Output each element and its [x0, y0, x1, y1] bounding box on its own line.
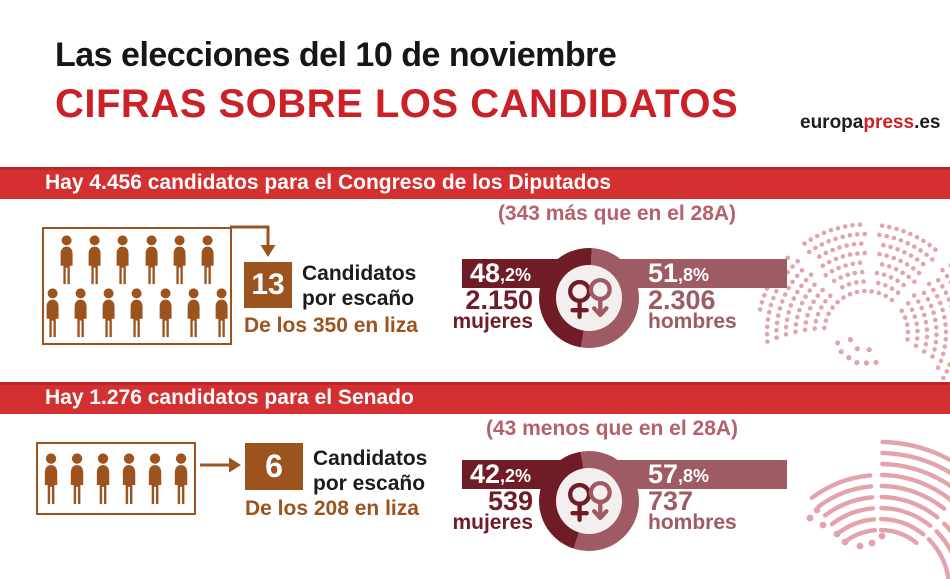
- person-icon: [159, 287, 172, 337]
- page-title: Las elecciones del 10 de noviembre: [55, 36, 617, 74]
- gender-symbols: [568, 277, 612, 319]
- per-seat-label-senado: Candidatos por escaño: [313, 447, 428, 495]
- person-icon: [175, 452, 188, 504]
- person-icon: [122, 452, 136, 504]
- per-seat-label-congreso: Candidatos por escaño: [302, 262, 417, 310]
- person-icon: [131, 287, 143, 337]
- candidates-pictogram-senado: [36, 442, 196, 515]
- per-seat-sublabel-congreso: De los 350 en liza: [244, 314, 418, 337]
- per-seat-number-congreso: 13: [244, 262, 292, 308]
- donut-hole: [556, 265, 622, 331]
- male-gender-arrow-down-icon: [588, 277, 612, 318]
- men-label-congreso: hombres: [648, 310, 737, 333]
- person-icon: [44, 452, 57, 504]
- person-icon: [148, 452, 162, 504]
- men-label-senado: hombres: [648, 511, 737, 534]
- male-gender-arrow-down-icon: [588, 480, 612, 521]
- section-bar-senado: Hay 1.276 candidatos para el Senado: [0, 382, 950, 414]
- senate-hemicycle-icon: [806, 439, 950, 579]
- gender-donut-congreso: [539, 248, 639, 348]
- person-icon: [215, 287, 228, 337]
- logo-part-europa: europa: [800, 112, 864, 133]
- women-percent-int: 42: [470, 459, 501, 489]
- men-percent-int: 51: [648, 258, 679, 288]
- person-icon: [96, 452, 110, 504]
- donut-hole: [556, 468, 622, 534]
- europapress-logo: europapress.es: [800, 112, 940, 134]
- logo-part-es: .es: [914, 112, 941, 133]
- gender-donut-senado: [539, 451, 639, 551]
- pictogram-row: [55, 234, 219, 285]
- flow-arrow-icon: [200, 457, 241, 473]
- pictogram-row: [41, 287, 233, 338]
- women-count-senado: 539: [487, 486, 533, 516]
- men-percent-int: 57: [648, 459, 679, 489]
- men-count-congreso: 2.306: [648, 285, 716, 315]
- women-count-congreso: 2.150: [465, 285, 533, 315]
- section-bar-congreso: Hay 4.456 candidatos para el Congreso de…: [0, 167, 950, 199]
- section-bar-senado-title: Hay 1.276 candidatos para el Senado: [45, 386, 414, 409]
- female-gender-icon: [568, 279, 592, 319]
- per-seat-sublabel-senado: De los 208 en liza: [245, 497, 419, 520]
- person-icon: [173, 234, 186, 284]
- female-gender-icon: [568, 482, 592, 522]
- women-percent-dec: ,2%: [500, 465, 532, 486]
- men-percent-dec: ,8%: [678, 264, 710, 285]
- person-icon: [102, 287, 115, 337]
- congress-hemicycle-icon: [758, 222, 950, 390]
- section-bar-congreso-title: Hay 4.456 candidatos para el Congreso de…: [45, 171, 611, 194]
- women-label-congreso: mujeres: [452, 310, 533, 333]
- person-icon: [46, 287, 59, 337]
- logo-part-press: press: [863, 112, 915, 133]
- person-icon: [145, 234, 158, 284]
- per-seat-number-senado: 6: [245, 443, 303, 490]
- note-senado: (43 menos que en el 28A): [485, 417, 739, 440]
- men-percent-dec: ,8%: [678, 465, 710, 486]
- gender-symbols: [568, 480, 612, 522]
- men-count-senado: 737: [648, 486, 694, 516]
- person-icon: [201, 234, 214, 284]
- person-icon: [70, 452, 84, 504]
- person-icon: [60, 234, 73, 284]
- flow-arrow-icon: [230, 225, 276, 257]
- women-percent-dec: ,2%: [500, 264, 532, 285]
- person-icon: [116, 234, 129, 284]
- person-icon: [88, 234, 101, 284]
- note-congreso: (343 más que en el 28A): [497, 202, 737, 225]
- page-subtitle: CIFRAS SOBRE LOS CANDIDATOS: [55, 82, 739, 126]
- person-icon: [74, 287, 87, 337]
- candidates-pictogram-congreso: [42, 227, 232, 345]
- women-label-senado: mujeres: [452, 511, 533, 534]
- women-percent-int: 48: [470, 258, 501, 288]
- pictogram-row: [39, 452, 194, 505]
- person-icon: [187, 287, 200, 337]
